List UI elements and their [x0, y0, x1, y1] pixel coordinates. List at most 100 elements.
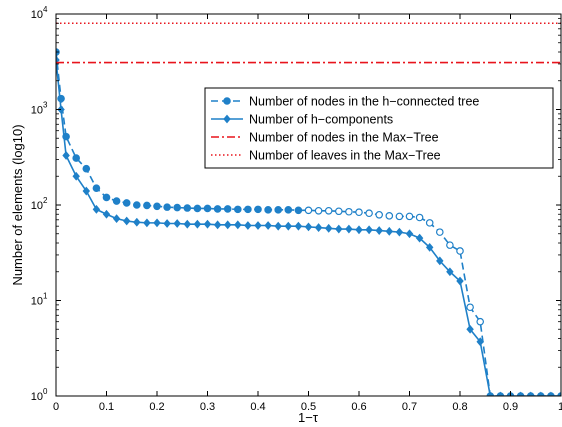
- data-point-marker: [466, 303, 474, 312]
- data-point-marker: [446, 241, 454, 249]
- data-point-marker: [163, 203, 171, 211]
- data-point-marker: [254, 205, 262, 214]
- x-tick-label: 0.5: [301, 401, 316, 413]
- data-point-marker: [203, 204, 212, 213]
- data-point-marker: [153, 218, 161, 228]
- x-tick-label: 0.2: [149, 401, 164, 413]
- x-tick-label: 0.7: [402, 401, 417, 413]
- data-point-marker: [173, 219, 181, 228]
- data-point-marker: [102, 193, 111, 202]
- data-point-marker: [193, 204, 202, 213]
- data-point-marker: [223, 220, 232, 230]
- data-point-marker: [345, 224, 353, 234]
- series-path: [56, 51, 561, 396]
- legend-label: Number of h−components: [249, 113, 393, 127]
- data-point-marker: [193, 219, 202, 229]
- data-point-marker: [173, 203, 182, 212]
- data-point-marker: [264, 206, 272, 214]
- plot-background: [56, 14, 561, 396]
- data-point-marker: [143, 201, 151, 210]
- data-point-marker: [92, 184, 101, 192]
- data-point-marker: [537, 391, 545, 396]
- data-point-marker: [244, 221, 252, 230]
- data-point-marker: [254, 221, 262, 230]
- data-point-marker: [153, 202, 161, 211]
- data-point-marker: [223, 114, 231, 124]
- data-point-marker: [234, 205, 242, 214]
- data-point-marker: [244, 205, 252, 214]
- data-point-marker: [446, 267, 454, 277]
- data-point-marker: [294, 206, 303, 215]
- data-point-marker: [436, 256, 444, 266]
- x-tick-label: 0.6: [351, 401, 366, 413]
- data-point-marker: [223, 97, 231, 105]
- legend: Number of nodes in the h−connected tree N…: [204, 87, 554, 169]
- data-point-marker: [102, 209, 111, 219]
- y-tick-exponent: 3: [43, 101, 48, 110]
- data-point-marker: [516, 391, 525, 396]
- data-point-marker: [213, 205, 222, 213]
- data-point-marker: [395, 227, 404, 237]
- data-point-marker: [425, 242, 434, 252]
- data-point-marker: [203, 219, 212, 229]
- legend-label: Number of nodes in the Max−Tree: [249, 131, 439, 145]
- legend-label: Number of nodes in the h−connected tree: [249, 95, 479, 109]
- data-point-marker: [365, 209, 373, 218]
- data-point-marker: [405, 229, 414, 239]
- data-point-marker: [456, 276, 464, 286]
- data-point-marker: [92, 204, 101, 214]
- data-point-marker: [314, 206, 323, 215]
- data-point-marker: [112, 214, 121, 224]
- x-tick-label: 0: [53, 401, 59, 413]
- data-point-marker: [72, 171, 80, 181]
- series-path: [56, 59, 561, 396]
- data-point-marker: [335, 224, 343, 234]
- legend-label: Number of leaves in the Max−Tree: [249, 149, 441, 163]
- data-point-marker: [213, 220, 222, 230]
- data-point-marker: [375, 210, 384, 219]
- data-point-marker: [435, 228, 444, 236]
- y-tick-exponent: 1: [43, 292, 48, 301]
- data-point-marker: [355, 208, 363, 217]
- y-tick-label: 10: [31, 105, 43, 117]
- data-point-marker: [82, 186, 91, 196]
- data-point-marker: [163, 219, 171, 228]
- data-point-marker: [223, 205, 232, 213]
- data-point-marker: [334, 207, 343, 216]
- y-tick-label: 10: [31, 200, 43, 212]
- data-point-marker: [405, 212, 414, 221]
- x-tick-label: 0.3: [200, 401, 215, 413]
- data-point-marker: [62, 151, 70, 160]
- x-tick-label: 0.9: [503, 401, 518, 413]
- data-point-marker: [365, 225, 373, 235]
- x-tick-label: 0.4: [250, 401, 265, 413]
- legend-item: Number of nodes in the h−connected tree: [211, 95, 479, 109]
- data-point-marker: [112, 197, 121, 205]
- data-point-marker: [496, 391, 505, 396]
- data-point-marker: [314, 223, 323, 233]
- data-point-marker: [133, 217, 141, 227]
- data-point-marker: [415, 233, 424, 243]
- data-point-marker: [183, 204, 192, 212]
- data-point-marker: [486, 391, 495, 396]
- x-tick-label: 0.8: [452, 401, 467, 413]
- x-tick-label: 0.1: [99, 401, 114, 413]
- data-point-marker: [324, 223, 333, 233]
- data-point-marker: [466, 324, 474, 334]
- data-point-marker: [284, 221, 293, 231]
- y-tick-label: 10: [31, 391, 43, 403]
- data-point-marker: [395, 212, 404, 221]
- data-point-marker: [345, 207, 353, 216]
- data-point-marker: [557, 391, 561, 396]
- series-line-2: [56, 55, 561, 396]
- data-point-marker: [385, 212, 394, 220]
- data-point-marker: [122, 216, 131, 226]
- y-axis-label: Number of elements (log10): [10, 124, 25, 285]
- data-point-marker: [57, 105, 65, 114]
- data-point-marker: [122, 199, 131, 207]
- data-point-marker: [72, 154, 81, 162]
- data-point-marker: [476, 317, 485, 326]
- data-point-marker: [133, 201, 141, 209]
